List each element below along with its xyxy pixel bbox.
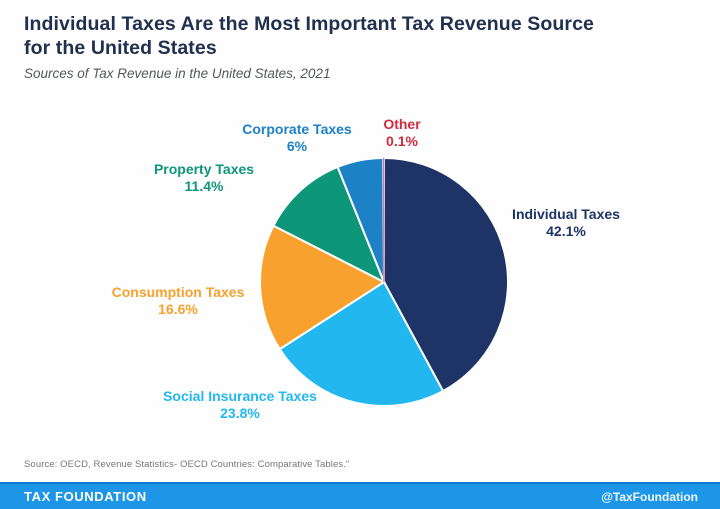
pie-label-consumption-taxes: Consumption Taxes 16.6% [112,284,245,317]
pie-label-text: Individual Taxes [512,206,620,222]
pie-label-value: 6% [286,137,308,154]
pie-label-value: 0.1% [386,132,418,149]
pie-chart-svg [259,156,509,407]
page-title: Individual Taxes Are the Most Important … [24,12,594,60]
pie-label-corporate-taxes: Corporate Taxes 6% [242,121,351,154]
pie-chart [244,142,524,422]
pie-label-text: Other [383,116,421,132]
pie-label-property-taxes: Property Taxes 11.4% [154,161,254,194]
pie-label-individual-taxes: Individual Taxes 42.1% [512,206,620,239]
pie-slice-corporate-taxes [336,156,385,283]
brand-wordmark: TAX FOUNDATION [24,489,147,504]
pie-label-text: Corporate Taxes [242,121,352,137]
pie-label-other: Other 0.1% [383,116,420,149]
pie-label-social-insurance-taxes: Social Insurance Taxes 23.8% [163,388,317,421]
footer-bar: TAX FOUNDATION @TaxFoundation [0,482,720,509]
page-subtitle: Sources of Tax Revenue in the United Sta… [24,66,331,81]
page-title-line2: for the United States [24,37,217,59]
social-handle: @TaxFoundation [601,489,698,504]
page-title-line1: Individual Taxes Are the Most Important … [24,13,594,35]
pie-slice-property-taxes [272,165,386,285]
pie-label-value: 11.4% [184,177,224,194]
pie-slice-individual-taxes [383,156,509,393]
pie-label-value: 23.8% [220,404,260,421]
pie-label-text: Consumption Taxes [111,284,245,300]
pie-label-text: Property Taxes [153,161,255,177]
pie-slice-consumption-taxes [259,224,387,351]
pie-label-value: 42.1% [546,222,586,239]
pie-label-value: 16.6% [158,300,198,317]
pie-slice-social-insurance-taxes [278,280,445,407]
pie-label-text: Social Insurance Taxes [163,388,317,404]
source-note: Source: OECD, Revenue Statistics- OECD C… [24,459,350,470]
